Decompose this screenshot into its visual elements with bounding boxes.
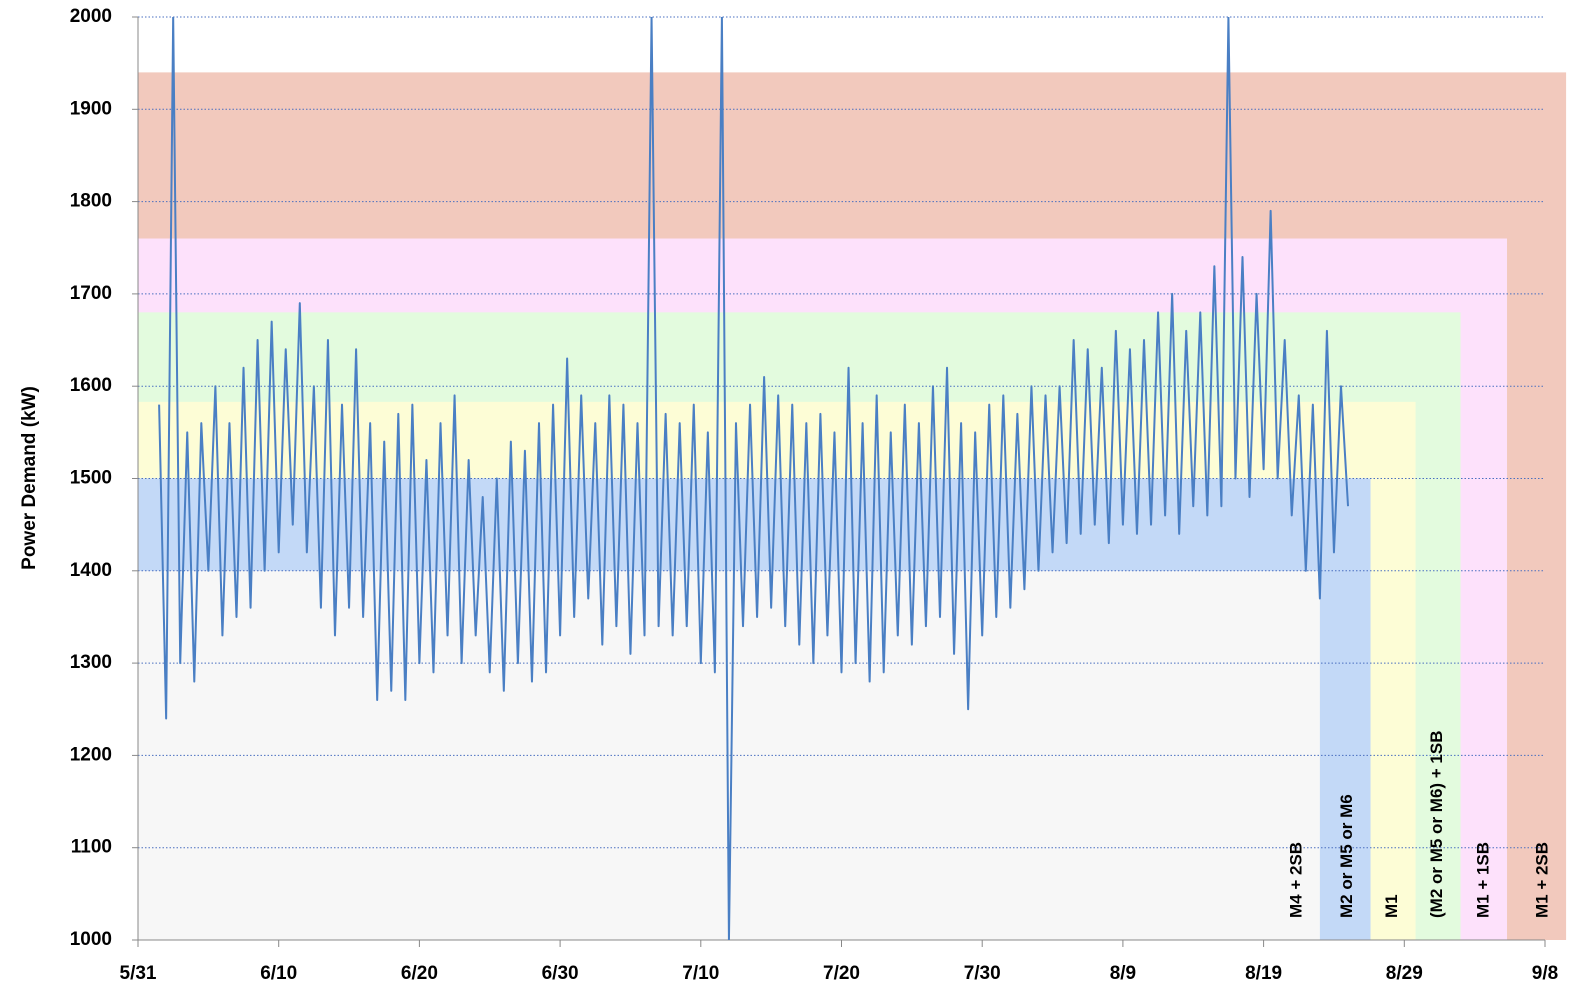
zone-label: M1 + 2SB	[1533, 842, 1552, 918]
x-tick-label: 5/31	[120, 963, 157, 984]
y-tick-label: 2000	[70, 6, 112, 27]
series-line	[158, 17, 1350, 940]
y-tick-label: 1300	[70, 652, 112, 673]
x-tick-label: 7/20	[823, 963, 860, 984]
y-tick-label: 1400	[70, 560, 112, 581]
x-tick-label: 8/19	[1245, 963, 1282, 984]
y-tick-label: 1100	[71, 837, 112, 858]
x-tick-label: 7/10	[682, 963, 719, 984]
zone-label: M4 + 2SB	[1286, 842, 1305, 918]
y-tick-label: 1800	[70, 191, 112, 212]
y-tick-label: 1500	[70, 468, 112, 489]
y-tick-label: 1000	[70, 929, 112, 950]
labels: M1 + 2SB M1 + 1SB (M2 or M5 or M6) + 1SB M1…	[70, 6, 1558, 984]
y-axis-title: Power Demand (kW)	[19, 386, 40, 570]
x-tick-label: 6/10	[260, 963, 297, 984]
zone-label: M1 + 1SB	[1473, 842, 1492, 918]
x-tick-label: 8/9	[1110, 963, 1136, 984]
x-tick-label: 9/8	[1532, 963, 1558, 984]
zone-label: M2 or M5 or M6	[1337, 794, 1356, 918]
y-tick-label: 1700	[70, 283, 112, 304]
x-tick-label: 8/29	[1386, 963, 1423, 984]
plot	[158, 17, 1350, 940]
x-tick-label: 7/30	[964, 963, 1001, 984]
x-tick-label: 6/20	[401, 963, 438, 984]
x-tick-label: 6/30	[542, 963, 579, 984]
zone-label: (M2 or M5 or M6) + 1SB	[1427, 730, 1446, 918]
y-tick-label: 1200	[70, 744, 112, 765]
y-tick-label: 1600	[70, 375, 112, 396]
y-tick-label: 1900	[70, 98, 112, 119]
zone-label: M1	[1382, 894, 1401, 918]
